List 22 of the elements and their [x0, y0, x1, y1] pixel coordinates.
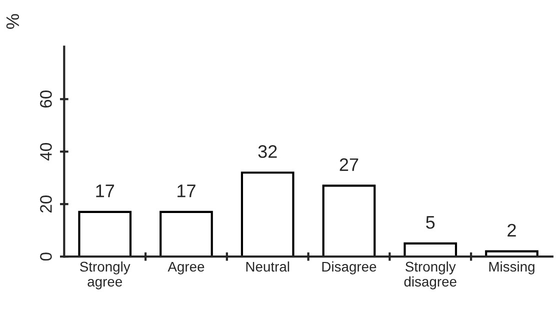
- y-tick-label: 60: [40, 90, 52, 108]
- x-tick-label: Agree: [168, 262, 204, 274]
- bar: [240, 172, 294, 257]
- x-tick-label: Missing: [489, 261, 534, 274]
- data-label: 17: [178, 184, 196, 198]
- bar: [160, 210, 213, 257]
- x-tick-label: Strongly disagree: [404, 261, 456, 290]
- y-tick-label: 0: [40, 252, 52, 261]
- y-tick-label: 40: [40, 142, 52, 160]
- data-label: 27: [340, 158, 358, 171]
- data-label: 5: [426, 216, 435, 229]
- bar: [322, 184, 376, 257]
- bar: [404, 242, 458, 257]
- x-tick-label: Disagree: [322, 261, 376, 274]
- y-tick-label: 20: [40, 195, 52, 213]
- y-axis-title: %: [6, 14, 20, 29]
- x-tick-label: Neutral: [246, 261, 290, 272]
- data-label: 17: [96, 184, 114, 198]
- x-tick-label: Strongly agree: [80, 261, 130, 290]
- data-label: 32: [258, 145, 277, 158]
- bar: [78, 210, 132, 257]
- data-label: 2: [508, 224, 516, 236]
